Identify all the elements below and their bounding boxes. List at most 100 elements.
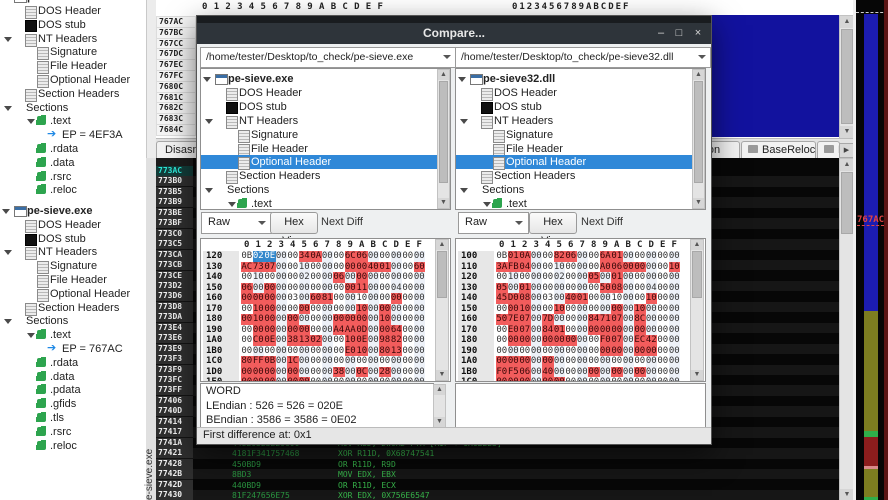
hex-cell[interactable]: 00	[622, 345, 634, 356]
hex-cell[interactable]: 00	[588, 366, 600, 377]
tree-item-section-headers[interactable]: Section Headers	[201, 169, 450, 185]
tree-item--rsrc[interactable]: .rsrc	[0, 170, 146, 184]
tree-item-sections[interactable]: Sections	[201, 183, 450, 197]
disasm-address[interactable]: 773DA	[156, 312, 193, 324]
tree-item-section-headers[interactable]: Section Headers	[0, 87, 146, 102]
hex-cell[interactable]: 00	[657, 272, 669, 282]
hex-cell[interactable]: 00	[275, 335, 287, 346]
hex-cell[interactable]: 00	[542, 345, 554, 356]
hex-cell[interactable]: 60	[310, 293, 322, 304]
expander-icon[interactable]	[458, 77, 466, 82]
hex-cell[interactable]: 0E	[356, 335, 368, 346]
hex-cell[interactable]: 00	[275, 324, 287, 335]
hex-cell[interactable]: 00	[634, 272, 646, 282]
disasm-address[interactable]: 773F3	[156, 354, 193, 366]
hex-cell[interactable]: 00	[668, 335, 680, 346]
hex-cell[interactable]: 00	[333, 356, 345, 366]
hex-cell[interactable]: 00	[530, 356, 542, 367]
hex-cell[interactable]: 00	[645, 377, 657, 381]
hex-cell[interactable]: 00	[530, 251, 542, 262]
tab-basereloc[interactable]: BaseReloc.	[741, 141, 816, 159]
hex-cell[interactable]: 34	[298, 251, 310, 262]
tree-item-pe-sieve-exe[interactable]: pe-sieve.exe	[201, 72, 450, 86]
expander-icon[interactable]	[205, 118, 213, 124]
hex-cell[interactable]: 00	[553, 314, 565, 325]
dialog-titlebar[interactable]: Compare... – □ ×	[197, 23, 711, 44]
disasm-address[interactable]: 773BF	[156, 218, 193, 230]
hex-cell[interactable]: 07	[264, 261, 276, 272]
hex-cell[interactable]: 00	[530, 345, 542, 356]
hex-cell[interactable]: A0	[599, 261, 611, 272]
hex-cell[interactable]: 00	[576, 356, 588, 367]
hex-cell[interactable]: 00	[310, 261, 322, 272]
hex-cell[interactable]: 00	[379, 324, 391, 335]
hex-cell[interactable]: 00	[344, 272, 356, 283]
hex-cell[interactable]: 0D	[356, 324, 368, 335]
hex-cell[interactable]: 00	[413, 303, 425, 314]
hex-cell[interactable]: 02	[310, 335, 322, 346]
hex-cell[interactable]: 00	[668, 282, 680, 293]
expander-icon[interactable]	[2, 209, 10, 214]
tree-item--text[interactable]: .text	[0, 328, 146, 342]
disasm-address[interactable]: 773B0	[156, 176, 193, 188]
hex-cell[interactable]: 42	[645, 335, 657, 346]
tree-item-dos-stub[interactable]: DOS stub	[0, 18, 146, 32]
expander-icon[interactable]	[4, 250, 12, 256]
scroll-up-icon[interactable]: ▲	[840, 16, 854, 28]
hex-cell[interactable]: 10	[634, 303, 646, 314]
scroll-up-icon[interactable]: ▲	[438, 70, 449, 80]
expander-icon[interactable]	[460, 118, 468, 124]
hex-cell[interactable]: 00	[356, 356, 368, 366]
hex-panel-scrollbar[interactable]: ▲ ▼	[839, 15, 855, 139]
hex-cell[interactable]: 00	[657, 251, 669, 261]
hex-cell[interactable]: 00	[530, 335, 542, 346]
hex-cell[interactable]: 00	[622, 366, 634, 377]
hex-cell[interactable]: 00	[402, 356, 414, 366]
hex-cell[interactable]: 00	[565, 303, 577, 314]
hex-cell[interactable]: 00	[657, 314, 669, 324]
hex-cell[interactable]: 00	[588, 377, 600, 382]
hex-cell[interactable]: 00	[599, 356, 611, 367]
hex-cell[interactable]: 00	[298, 282, 310, 293]
hex-cell[interactable]: 10	[252, 303, 264, 314]
hex-cell[interactable]: 02	[298, 272, 310, 283]
left-file-path-select[interactable]: /home/tester/Desktop/to_check/pe-sieve.e…	[200, 47, 456, 68]
hex-cell[interactable]: 00	[530, 324, 542, 335]
scroll-down-icon[interactable]: ▼	[436, 370, 448, 380]
disasm-address[interactable]: 7741A	[156, 437, 193, 449]
expander-icon[interactable]	[483, 202, 491, 208]
tab-scroll-right-icon[interactable]: ▶	[839, 143, 854, 158]
hex-cell[interactable]: 00	[645, 356, 657, 367]
hex-cell[interactable]: 00	[507, 282, 519, 293]
hex-cell[interactable]: 00	[287, 314, 299, 325]
tree-item--rdata[interactable]: .rdata	[0, 356, 146, 370]
hex-cell[interactable]: 00	[657, 366, 669, 377]
scrollbar-thumb[interactable]	[692, 251, 702, 298]
disasm-address[interactable]: 7742D	[156, 479, 193, 491]
hex-cell[interactable]: 00	[645, 314, 657, 325]
hex-cell[interactable]: 10	[611, 293, 623, 303]
hex-cell[interactable]: 00	[275, 282, 287, 293]
hex-cell[interactable]: 00	[252, 345, 264, 356]
hex-cell[interactable]: 00	[576, 272, 588, 283]
hex-cell[interactable]: 00	[390, 293, 402, 304]
hex-cell[interactable]: 00	[668, 293, 680, 304]
hex-cell[interactable]: 00	[287, 282, 299, 293]
tree-item-signature[interactable]: Signature	[0, 259, 146, 275]
hex-cell[interactable]: 00	[542, 356, 554, 367]
hex-cell[interactable]: E0	[344, 345, 356, 356]
hex-cell[interactable]: 00	[321, 251, 333, 262]
hex-cell[interactable]: 00	[298, 303, 310, 314]
disasm-address[interactable]: 773E4	[156, 322, 193, 334]
expander-icon[interactable]	[4, 36, 12, 42]
disasm-address[interactable]: 77430	[156, 489, 193, 500]
hex-cell[interactable]: 06	[611, 261, 623, 272]
hex-cell[interactable]: 00	[275, 303, 287, 314]
tree-item-file-header[interactable]: File Header	[456, 142, 705, 157]
hex-cell[interactable]: 00	[634, 293, 646, 303]
hex-cell[interactable]: FB	[507, 261, 519, 272]
hex-cell[interactable]: 00	[344, 314, 356, 325]
hex-cell[interactable]: 00	[622, 282, 634, 293]
hex-cell[interactable]: 00	[367, 293, 379, 304]
hex-cell[interactable]: 00	[321, 272, 333, 283]
